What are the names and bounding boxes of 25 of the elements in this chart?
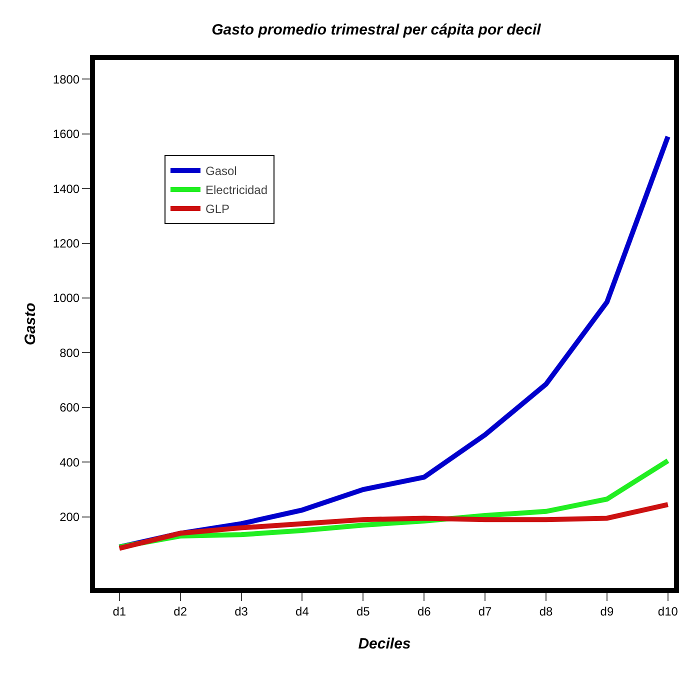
- x-axis-title: Deciles: [358, 635, 411, 652]
- y-tick-label: 200: [60, 510, 80, 524]
- y-tick-label: 1200: [52, 236, 80, 250]
- y-tick-label: 800: [60, 346, 80, 360]
- x-tick-label: d8: [539, 604, 554, 618]
- y-tick-label: 1600: [52, 127, 80, 142]
- x-tick-label: d1: [112, 604, 126, 618]
- legend-label: Electricidad: [205, 183, 268, 198]
- x-tick-label: d7: [478, 604, 492, 618]
- y-tick-label: 600: [60, 400, 80, 415]
- y-tick-label: 400: [60, 455, 80, 470]
- chart-title: Gasto promedio trimestral per cápita por decil: [212, 21, 542, 38]
- x-tick-label: d10: [658, 604, 678, 618]
- x-tick-label: d4: [296, 604, 310, 618]
- legend-label: GLP: [205, 202, 230, 216]
- y-tick-label: 1400: [52, 182, 80, 196]
- legend-label: Gasol: [205, 164, 237, 178]
- x-tick-label: d3: [234, 604, 248, 618]
- x-tick-label: d6: [417, 604, 432, 618]
- x-tick-label: d9: [600, 604, 614, 618]
- x-tick-label: d5: [356, 604, 370, 618]
- y-tick-label: 1800: [52, 72, 80, 86]
- y-tick-label: 1000: [52, 291, 80, 306]
- y-axis-title: Gasto: [22, 302, 40, 346]
- x-tick-label: d2: [174, 604, 188, 618]
